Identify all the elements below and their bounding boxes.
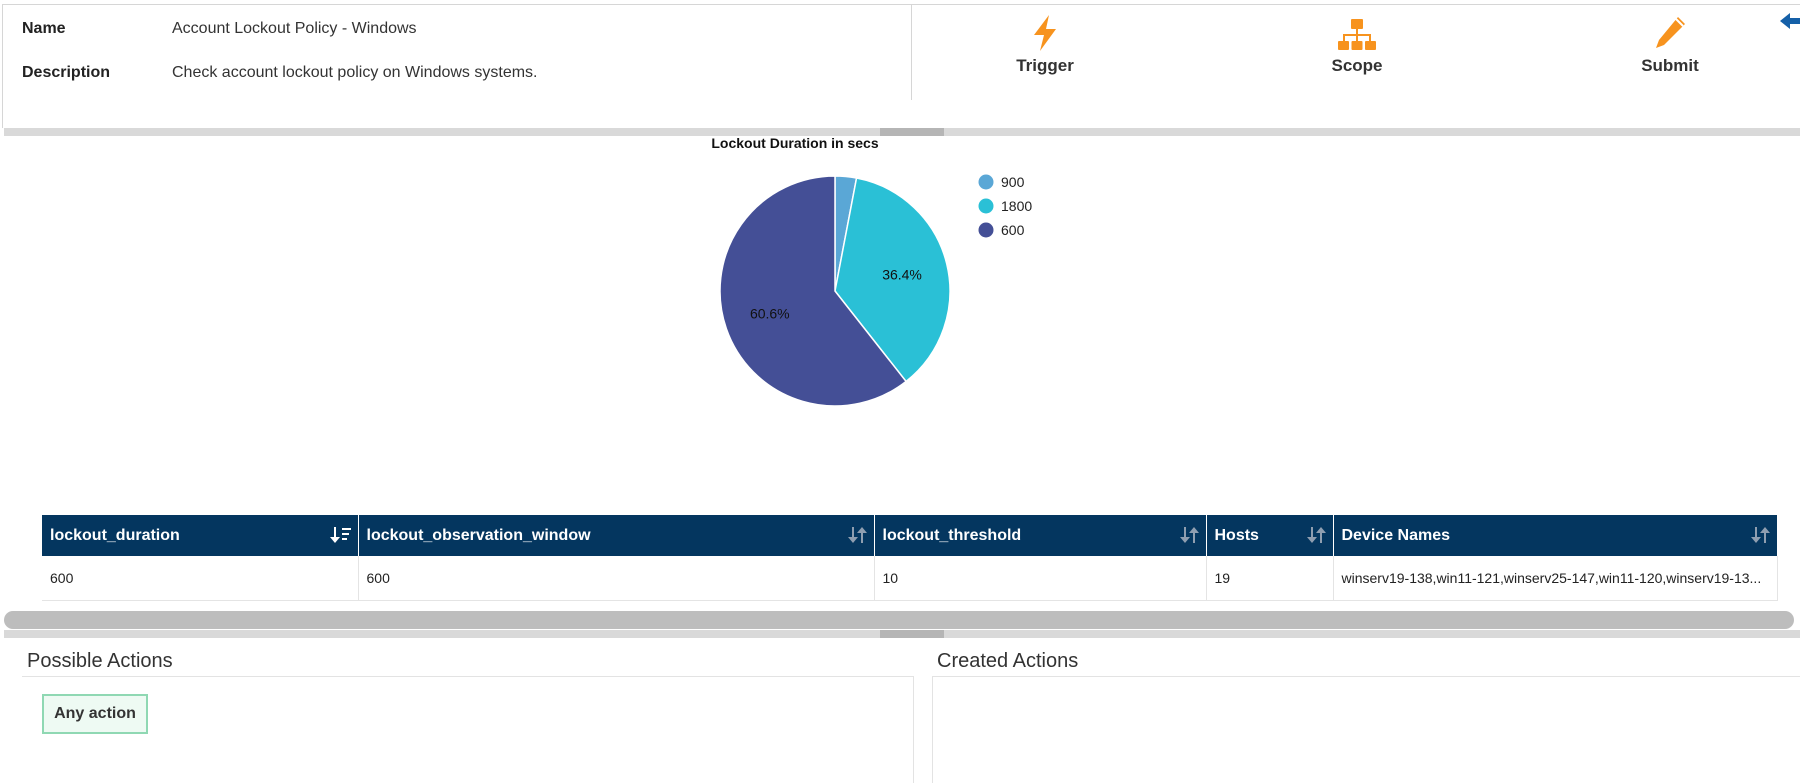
- results-table: lockout_duration lockout_observation_win…: [42, 515, 1778, 601]
- created-actions-title: Created Actions: [937, 650, 1079, 672]
- column-header-lockout-threshold[interactable]: lockout_threshold: [874, 515, 1207, 556]
- column-header-lockout-observation-window[interactable]: lockout_observation_window: [358, 515, 875, 556]
- column-header-label: Hosts: [1214, 526, 1259, 544]
- cell-lockout-observation-window: 600: [358, 556, 875, 601]
- pie-slice-600[interactable]: [719, 175, 908, 407]
- back-arrow-icon[interactable]: [1778, 10, 1800, 32]
- hierarchy-icon: [1338, 19, 1376, 50]
- column-header-hosts[interactable]: Hosts: [1206, 515, 1334, 556]
- pie-slice-label-1800: 36.4%: [882, 267, 922, 283]
- lightning-icon: [1034, 15, 1056, 51]
- description-label: Description: [22, 64, 111, 81]
- description-value: Check account lockout policy on Windows …: [172, 64, 538, 81]
- possible-actions-panel: [22, 676, 914, 783]
- pie-chart: 36.4% 60.6% 900 1800 600: [719, 174, 1032, 407]
- legend-swatch-1800[interactable]: [978, 198, 994, 214]
- trigger-button[interactable]: Trigger: [985, 14, 1105, 76]
- bottom-splitter-grip[interactable]: [880, 630, 944, 638]
- sort-icon[interactable]: [847, 526, 868, 544]
- any-action-button[interactable]: Any action: [42, 694, 148, 734]
- column-header-lockout-duration[interactable]: lockout_duration: [42, 515, 359, 556]
- sort-icon[interactable]: [1306, 526, 1327, 544]
- column-header-label: lockout_duration: [50, 526, 180, 544]
- table-row[interactable]: 600 600 10 19 winserv19-138,win11-121,wi…: [42, 556, 1778, 601]
- top-splitter-grip[interactable]: [880, 128, 944, 136]
- legend-label-1800[interactable]: 1800: [1001, 198, 1032, 214]
- column-header-label: lockout_threshold: [882, 526, 1022, 544]
- sort-icon[interactable]: [1179, 526, 1200, 544]
- created-actions-panel: [932, 676, 1800, 783]
- submit-label: Submit: [1641, 56, 1699, 75]
- cell-lockout-duration: 600: [42, 556, 359, 601]
- policy-header: [2, 4, 1800, 128]
- possible-actions-title: Possible Actions: [27, 650, 173, 672]
- pie-slice-1800[interactable]: [834, 177, 951, 383]
- sort-icon[interactable]: [1750, 526, 1771, 544]
- table-horizontal-scrollbar[interactable]: [4, 611, 1794, 629]
- legend-label-900[interactable]: 900: [1001, 174, 1025, 190]
- cell-hosts: 19: [1206, 556, 1334, 601]
- legend-swatch-900[interactable]: [978, 174, 994, 190]
- scope-button[interactable]: Scope: [1297, 14, 1417, 76]
- name-value: Account Lockout Policy - Windows: [172, 20, 417, 37]
- pencil-icon: [1656, 17, 1685, 48]
- name-label: Name: [22, 20, 66, 37]
- chart-title: Lockout Duration in secs: [711, 135, 879, 151]
- legend-swatch-600[interactable]: [978, 222, 994, 238]
- sort-descending-icon[interactable]: [329, 526, 352, 544]
- table-header-row: lockout_duration lockout_observation_win…: [42, 515, 1778, 556]
- header-divider: [911, 4, 912, 100]
- trigger-label: Trigger: [1016, 56, 1074, 75]
- cell-device-names: winserv19-138,win11-121,winserv25-147,wi…: [1333, 556, 1778, 601]
- submit-button[interactable]: Submit: [1610, 14, 1730, 76]
- column-header-label: lockout_observation_window: [366, 526, 591, 544]
- legend-label-600[interactable]: 600: [1001, 222, 1025, 238]
- column-header-device-names[interactable]: Device Names: [1333, 515, 1778, 556]
- cell-lockout-threshold: 10: [874, 556, 1207, 601]
- pie-slice-label-600: 60.6%: [750, 306, 790, 322]
- column-header-label: Device Names: [1341, 526, 1451, 544]
- scope-label: Scope: [1331, 56, 1383, 75]
